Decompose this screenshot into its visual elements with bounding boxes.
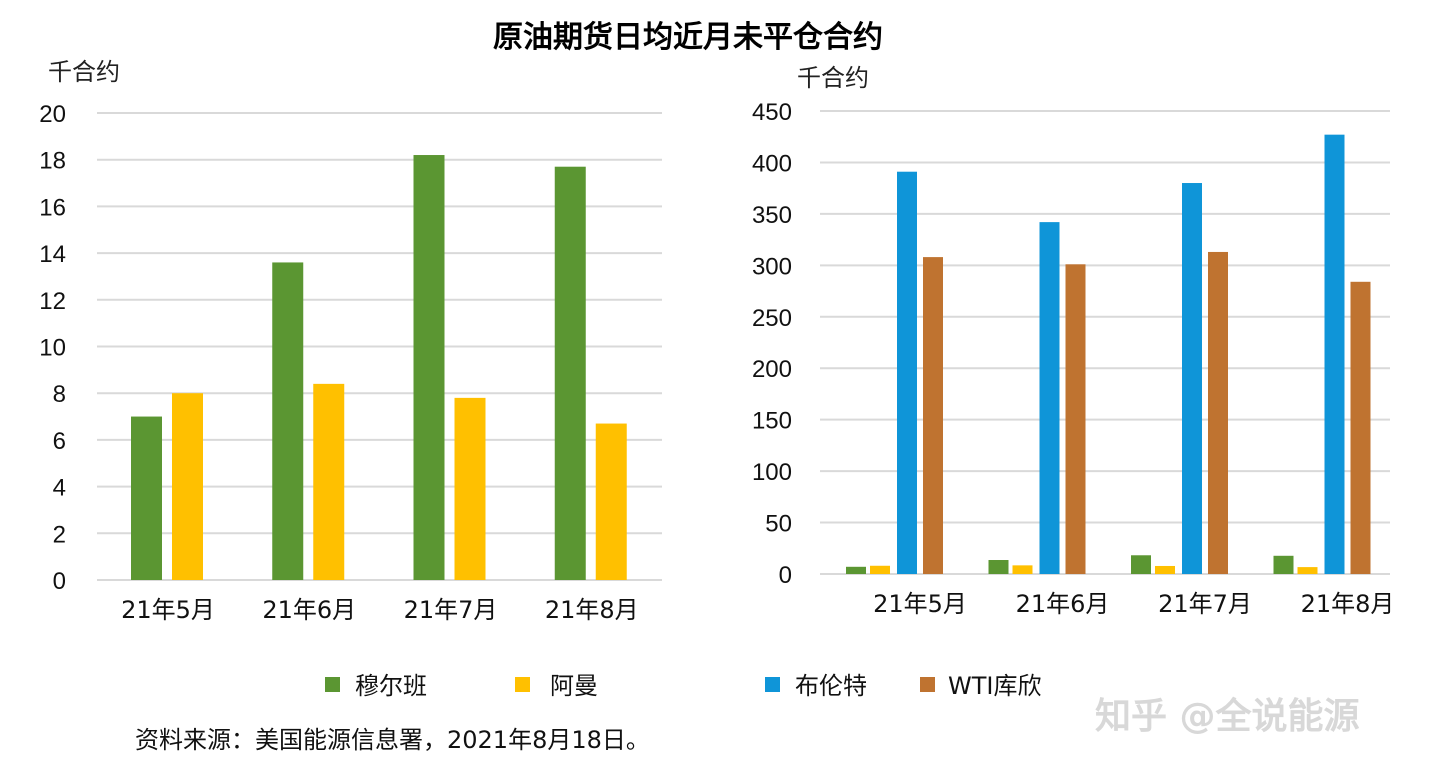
bar-WTI库欣-21年7月 [1208, 251, 1228, 575]
y-tick-label: 450 [752, 99, 792, 126]
x-tick-label: 21年8月 [1301, 590, 1395, 618]
bar-穆尔班-21年6月 [272, 262, 304, 580]
chart-title: 原油期货日均近月未平仓合约 [493, 20, 883, 55]
x-tick-label: 21年7月 [404, 596, 498, 624]
bar-布伦特-21年8月 [1324, 134, 1345, 575]
legend-swatch-布伦特 [765, 677, 780, 692]
source-note: 资料来源：美国能源信息署，2021年8月18日。 [135, 726, 650, 754]
left-chart: 0 2 4 6 8 10 12 14 16 18 20 21年5月 21年6月 21年7月 21年8月 [39, 101, 662, 624]
bar-穆尔班-21年5月 [131, 416, 162, 580]
y-tick-label: 350 [752, 202, 792, 229]
bar-布伦特-21年7月 [1182, 183, 1202, 574]
y-tick-label: 16 [39, 194, 66, 221]
y-tick-label: 0 [779, 562, 792, 589]
x-tick-label: 21年8月 [545, 596, 639, 624]
legend-swatch-穆尔班 [325, 677, 340, 692]
bar-穆尔班-21年5月 [846, 566, 866, 574]
y-tick-label: 2 [53, 521, 66, 548]
bar-阿曼-21年7月 [454, 397, 486, 580]
y-tick-label: 0 [53, 568, 66, 595]
y-tick-label: 14 [39, 241, 66, 268]
x-tick-label: 21年5月 [873, 590, 967, 618]
y-tick-label: 100 [752, 459, 792, 486]
y-tick-label: 50 [765, 511, 792, 538]
y-tick-label: 8 [53, 381, 66, 408]
bar-阿曼-21年5月 [870, 565, 890, 574]
right-chart: 0 50 100 150 200 250 300 350 400 450 21年5月 21年6月 21年… [752, 99, 1394, 618]
watermark: 知乎 @全说能源 [1095, 695, 1360, 737]
bar-阿曼-21年6月 [1012, 565, 1033, 574]
bar-阿曼-21年8月 [1297, 567, 1318, 574]
legend-label-WTI库欣: WTI库欣 [948, 672, 1041, 700]
y-tick-label: 18 [39, 148, 66, 175]
bar-WTI库欣-21年8月 [1350, 281, 1371, 574]
legend-swatch-WTI库欣 [920, 677, 935, 692]
legend-label-阿曼: 阿曼 [550, 672, 598, 700]
bar-阿曼-21年7月 [1155, 565, 1175, 574]
left-y-axis-label: 千合约 [48, 58, 120, 86]
bar-布伦特-21年6月 [1039, 222, 1060, 574]
bar-穆尔班-21年8月 [554, 166, 586, 580]
bar-布伦特-21年5月 [897, 171, 917, 574]
bar-穆尔班-21年8月 [1273, 555, 1294, 574]
x-tick-label: 21年7月 [1158, 590, 1252, 618]
y-tick-label: 250 [752, 305, 792, 332]
y-tick-label: 4 [53, 475, 66, 502]
bar-穆尔班-21年6月 [988, 560, 1009, 574]
legend-swatch-阿曼 [515, 677, 530, 692]
right-y-axis-label: 千合约 [797, 64, 869, 92]
y-tick-label: 200 [752, 356, 792, 383]
y-tick-label: 12 [39, 288, 66, 315]
x-tick-label: 21年6月 [1016, 590, 1110, 618]
bar-WTI库欣-21年5月 [923, 257, 943, 574]
x-tick-label: 21年5月 [121, 596, 215, 624]
y-tick-label: 6 [53, 428, 66, 455]
bar-穆尔班-21年7月 [1131, 555, 1151, 574]
bar-WTI库欣-21年6月 [1065, 264, 1086, 574]
x-tick-label: 21年6月 [262, 596, 356, 624]
y-tick-label: 150 [752, 408, 792, 435]
y-tick-label: 400 [752, 150, 792, 177]
bar-阿曼-21年6月 [313, 383, 345, 580]
bar-阿曼-21年5月 [172, 393, 203, 580]
bar-穆尔班-21年7月 [413, 155, 445, 580]
legend-label-穆尔班: 穆尔班 [355, 672, 427, 700]
bar-阿曼-21年8月 [595, 423, 627, 580]
y-tick-label: 300 [752, 253, 792, 280]
legend: 穆尔班 阿曼 布伦特 WTI库欣 [325, 672, 1041, 700]
y-tick-label: 20 [39, 101, 66, 128]
y-tick-label: 10 [39, 335, 66, 362]
legend-label-布伦特: 布伦特 [795, 672, 867, 700]
